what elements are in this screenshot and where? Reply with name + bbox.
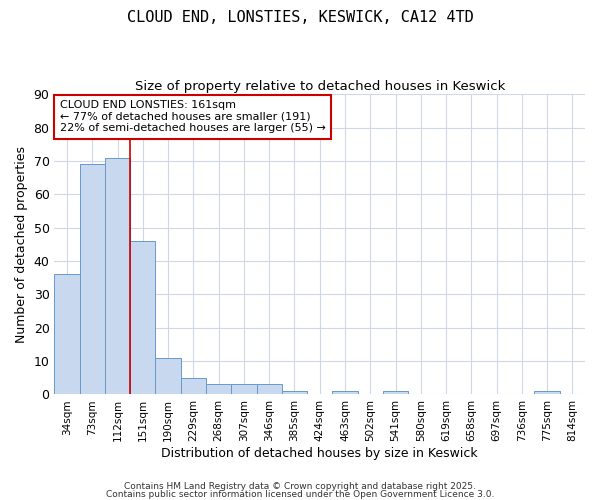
Bar xyxy=(535,391,560,394)
Text: Contains HM Land Registry data © Crown copyright and database right 2025.: Contains HM Land Registry data © Crown c… xyxy=(124,482,476,491)
Bar xyxy=(105,158,130,394)
Text: Contains public sector information licensed under the Open Government Licence 3.: Contains public sector information licen… xyxy=(106,490,494,499)
Bar xyxy=(206,384,231,394)
Bar xyxy=(282,391,307,394)
Bar xyxy=(55,274,80,394)
Bar xyxy=(257,384,282,394)
Bar xyxy=(383,391,408,394)
Title: Size of property relative to detached houses in Keswick: Size of property relative to detached ho… xyxy=(134,80,505,93)
Text: CLOUD END, LONSTIES, KESWICK, CA12 4TD: CLOUD END, LONSTIES, KESWICK, CA12 4TD xyxy=(127,10,473,25)
Text: CLOUD END LONSTIES: 161sqm
← 77% of detached houses are smaller (191)
22% of sem: CLOUD END LONSTIES: 161sqm ← 77% of deta… xyxy=(60,100,326,134)
Bar xyxy=(231,384,257,394)
Bar xyxy=(181,378,206,394)
Y-axis label: Number of detached properties: Number of detached properties xyxy=(15,146,28,343)
Bar xyxy=(155,358,181,395)
Bar xyxy=(80,164,105,394)
X-axis label: Distribution of detached houses by size in Keswick: Distribution of detached houses by size … xyxy=(161,447,478,460)
Bar xyxy=(130,241,155,394)
Bar xyxy=(332,391,358,394)
